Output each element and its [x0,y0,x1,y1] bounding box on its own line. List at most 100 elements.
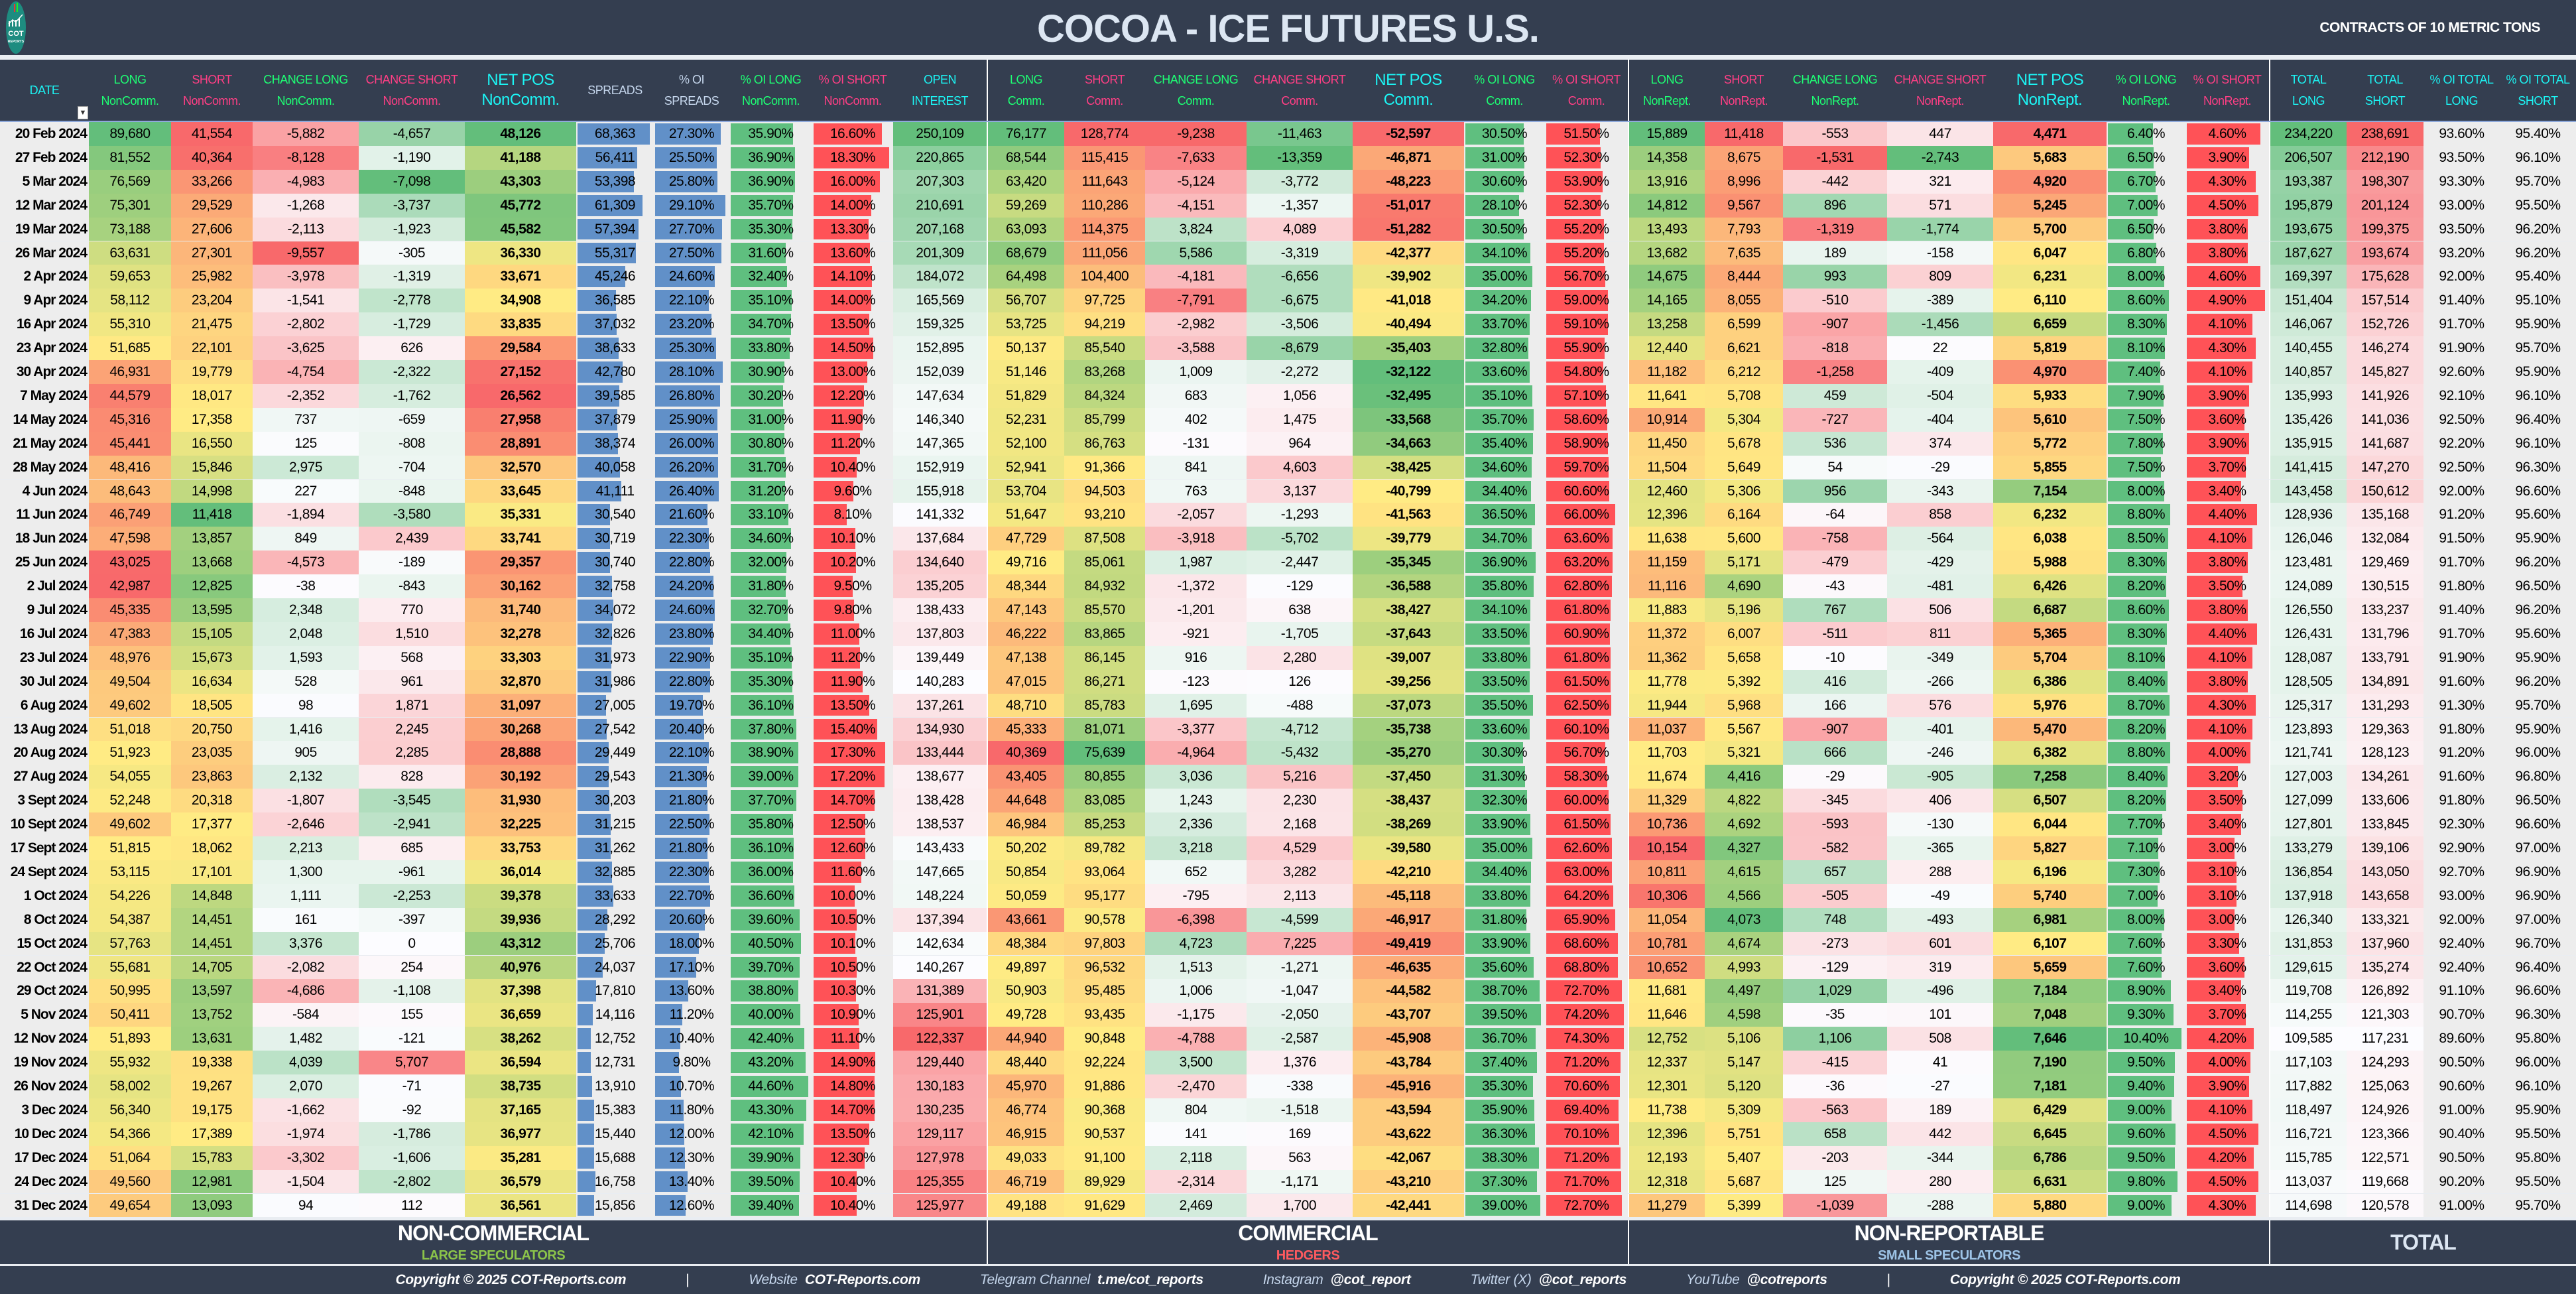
footer-link-website[interactable]: Website COT-Reports.com [749,1272,920,1288]
cell-pct-oi-total-long: 92.20% [2423,431,2500,456]
cell-value: -3,918 [1177,531,1215,547]
footer-value[interactable]: @cot_report [1330,1272,1411,1287]
cell-long-noncomm: 46,749 [89,503,171,527]
cell-value: 8,996 [1727,173,1761,189]
cell-pct-oi-long-noncomm: 38.80% [729,979,812,1003]
cell-long-noncomm: 53,115 [89,860,171,884]
cell-value: 36.30% [1481,1126,1528,1141]
cell-value: 199,375 [2361,221,2410,237]
cell-value: -1,319 [1816,221,1854,237]
cell-long-noncomm: 46,931 [89,360,171,384]
cell-value: -39,256 [1386,673,1431,689]
cell-value: 85,253 [1084,816,1125,832]
cell-pct-oi-total-short: 95.40% [2500,122,2576,146]
cell-value: 91.40% [2439,602,2484,617]
cell-change-long-noncomm: -2,113 [253,217,359,241]
cell-pct-oi-long-noncomm: 34.60% [729,527,812,551]
cell-value: 159,325 [916,316,964,332]
cell-value: 15,688 [594,1149,636,1165]
cell-pct-oi-long-comm: 34.40% [1464,479,1545,503]
cell-value: -1,762 [393,387,431,403]
cell-change-short-comm: -2,447 [1247,550,1353,575]
cell-value: 5,610 [2033,411,2067,427]
cell-value: 22.10% [668,745,715,761]
cell-value: 3.90% [2208,149,2246,165]
column-header-title: CHANGE SHORT [365,73,458,86]
cell-value: 75,639 [1084,745,1125,761]
cell-value: 22.80% [668,673,715,689]
cell-value: 126,431 [2284,625,2333,641]
cell-change-short-comm: -3,319 [1247,241,1353,265]
cell-change-short-nonrept: 576 [1887,693,1993,718]
cell-short-nonrept: 6,599 [1705,312,1783,337]
cell-long-comm: 56,707 [987,289,1064,313]
cell-value: 131,389 [916,983,964,999]
cell-value: -1,357 [1280,197,1319,213]
cell-pct-oi-long-comm: 35.40% [1464,431,1545,456]
cell-value: 38.80% [748,983,794,999]
cell-short-comm: 86,271 [1064,669,1145,694]
cell-value: 32,885 [594,864,636,879]
cell-short-comm: 89,929 [1064,1169,1145,1194]
table-row: 17 Sept 2024 51,815 18,062 2,213 685 33,753 31… [0,836,2576,860]
cell-long-comm: 53,704 [987,479,1064,503]
cell-value: 35.40% [1481,435,1528,451]
cell-pct-oi-short-noncomm: 12.60% [812,836,893,860]
cell-pct-oi-short-comm: 61.50% [1545,669,1628,694]
cell-value: 36.00% [748,864,794,879]
cell-pct-oi-short-nonrept: 3.90% [2185,383,2269,408]
footer-value[interactable]: @cot_reports [1538,1272,1627,1287]
footer-link-twitter-x[interactable]: Twitter (X) @cot_reports [1471,1272,1627,1288]
cell-net-pos-noncomm: 30,162 [465,574,576,598]
cell-total-long: 117,882 [2269,1074,2347,1098]
cell-value: 96.60% [2515,983,2561,999]
cell-date: 26 Mar 2024 [0,241,89,265]
cell-value: 4,920 [2033,173,2067,189]
cell-change-short-nonrept: -343 [1887,479,1993,503]
cell-value: 5,659 [2033,959,2067,975]
cell-value: 11,646 [1647,1007,1687,1023]
footer-link-instagram[interactable]: Instagram @cot_report [1263,1272,1411,1288]
cell-short-nonrept: 7,793 [1705,217,1783,241]
footer-link-youtube[interactable]: YouTube @cotreports [1686,1272,1827,1288]
cell-short-nonrept: 4,993 [1705,955,1783,980]
cell-change-short-nonrept: 22 [1887,336,1993,360]
cell-net-pos-comm: -34,663 [1353,431,1464,456]
cell-value: 52,248 [109,793,151,809]
cell-change-short-nonrept: 508 [1887,1027,1993,1051]
cell-short-nonrept: 4,692 [1705,812,1783,836]
footer-link-telegram-channel[interactable]: Telegram Channel t.me/cot_reports [980,1272,1203,1288]
filter-dropdown-icon[interactable]: ▼ [78,106,88,119]
cell-total-long: 169,397 [2269,265,2347,289]
cell-value: 91.60% [2439,673,2484,689]
cell-change-short-noncomm: -1,923 [359,217,465,241]
cell-net-pos-comm: -39,007 [1353,645,1464,670]
cell-value: -511 [1822,625,1848,641]
cell-value: 10,811 [1647,864,1687,879]
cell-net-pos-comm: -45,916 [1353,1074,1464,1098]
cell-value: 146,340 [916,411,964,427]
cell-value: 14,116 [595,1007,635,1023]
cell-value: 135,168 [2361,507,2410,523]
cell-value: 37.40% [1481,1055,1528,1070]
cell-value: 33.60% [1481,364,1528,379]
column-header-subtitle: NonComm. [182,94,241,107]
cell-pct-oi-total-long: 90.40% [2423,1122,2500,1146]
cell-value: 133,237 [2361,602,2410,617]
column-header-subtitle: NonComm. [741,94,800,107]
cell-value: 34.40% [1481,864,1528,879]
cell-value: -158 [1926,245,1954,261]
cell-short-nonrept: 5,968 [1705,693,1783,718]
footer-value[interactable]: t.me/cot_reports [1097,1272,1203,1287]
footer-value[interactable]: COT-Reports.com [804,1272,920,1287]
cell-total-short: 131,796 [2347,621,2423,646]
cell-value: 5,586 [1179,245,1213,261]
cell-value: 227 [294,483,317,499]
column-header-subtitle: SPREADS [664,94,719,107]
footer-value[interactable]: @cotreports [1747,1272,1827,1287]
cell-change-long-nonrept: 416 [1783,669,1887,694]
cell-value: 29,449 [594,745,636,761]
cell-net-pos-noncomm: 31,740 [465,598,576,622]
cell-value: 8.10% [2126,340,2166,356]
cell-value: 5 Nov 2024 [21,1007,88,1023]
